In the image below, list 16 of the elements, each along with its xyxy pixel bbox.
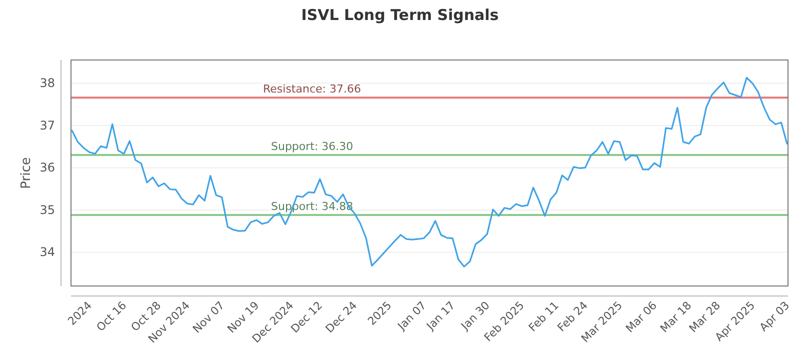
ref-line-label: Support: 36.30: [271, 140, 354, 154]
y-tick-label: 37: [40, 118, 55, 132]
x-tick-label: Jan 17: [423, 298, 458, 334]
line-series: [71, 76, 788, 268]
x-tick-label: Dec 24: [323, 298, 360, 336]
y-tick-label: 38: [40, 76, 55, 90]
x-tick-label: Mar 06: [623, 298, 660, 336]
x-tick-label: Oct 16: [94, 298, 130, 334]
y-tick-label: 34: [40, 245, 55, 260]
y-axis-title: Price: [19, 157, 34, 189]
x-tick-label: Nov 07: [190, 298, 228, 336]
y-tick-label: 36: [40, 160, 55, 175]
ref-line-label: Resistance: 37.66: [263, 82, 361, 96]
y-tick-label: 35: [40, 202, 55, 217]
chart-title: ISVL Long Term Signals: [301, 6, 499, 24]
x-tick-label: Apr 03: [757, 298, 792, 334]
